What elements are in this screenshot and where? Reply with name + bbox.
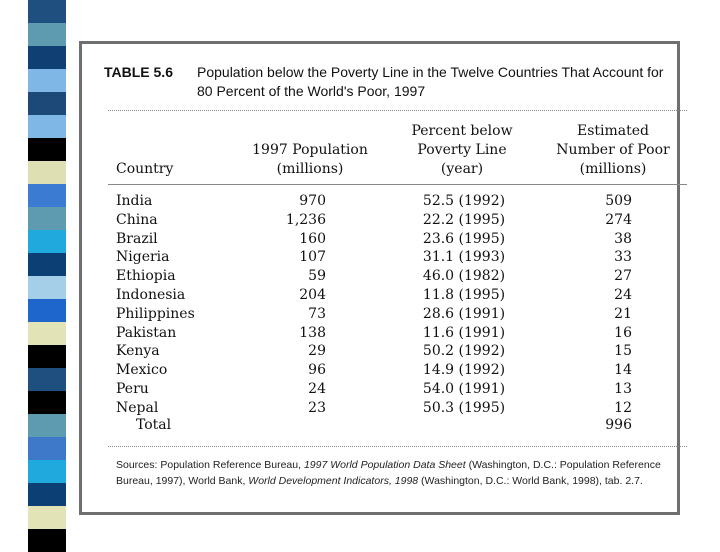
- stripe-block: [28, 345, 66, 368]
- stripe-block: [28, 184, 66, 207]
- stripe-block: [28, 529, 66, 552]
- percent-cell: 52.5 (1992): [422, 193, 506, 209]
- header-population: 1997 Population (millions): [252, 142, 368, 177]
- stripe-block: [28, 0, 66, 23]
- percent-cell: 46.0 (1982): [422, 268, 506, 285]
- stripe-block: [28, 322, 66, 345]
- poor-cell: 509: [605, 193, 632, 209]
- percent-cell: 22.2 (1995): [422, 211, 506, 228]
- stripe-block: [28, 506, 66, 529]
- sources-note: Sources: Population Reference Bureau, 19…: [116, 459, 661, 487]
- country-cell: Mexico: [116, 362, 168, 379]
- total-poor: 996: [605, 417, 632, 433]
- stripe-block: [28, 23, 66, 46]
- poor-cell: 27: [614, 268, 632, 285]
- population-cell: 59: [308, 268, 326, 285]
- total-label: Total: [136, 417, 172, 433]
- country-cell: China: [116, 211, 158, 228]
- country-cell: Nigeria: [116, 249, 170, 266]
- poor-cell: 13: [614, 381, 632, 397]
- poor-cell: 38: [614, 230, 632, 247]
- table-number: TABLE 5.6: [104, 64, 173, 80]
- source-title-1: 1997 World Population Data Sheet: [303, 459, 466, 471]
- country-cell: Kenya: [116, 343, 160, 360]
- stripe-block: [28, 368, 66, 391]
- country-cell: India: [116, 193, 153, 209]
- header-percent: Percent below Poverty Line (year): [411, 123, 513, 177]
- stripe-block: [28, 414, 66, 437]
- poor-cell: 33: [614, 249, 632, 266]
- population-cell: 138: [299, 324, 326, 341]
- percent-cell: 28.6 (1991): [422, 305, 506, 322]
- percent-cell: 14.9 (1992): [422, 362, 506, 379]
- country-cell: Pakistan: [116, 324, 177, 341]
- country-cell: Ethiopia: [116, 268, 176, 285]
- stripe-block: [28, 46, 66, 69]
- stripe-block: [28, 276, 66, 299]
- population-cell: 204: [299, 287, 326, 303]
- header-poor: Estimated Number of Poor (millions): [556, 123, 670, 177]
- population-cell: 1,236: [285, 211, 326, 228]
- stripe-block: [28, 437, 66, 460]
- poor-cell: 24: [614, 287, 632, 303]
- poor-cell: 21: [614, 305, 632, 322]
- percent-cell: 23.6 (1995): [422, 230, 506, 247]
- stripe-block: [28, 299, 66, 322]
- stripe-block: [28, 483, 66, 506]
- stripe-block: [28, 207, 66, 230]
- decorative-stripe: [28, 0, 66, 552]
- percent-cell: 50.2 (1992): [422, 343, 506, 360]
- population-cell: 160: [299, 230, 326, 247]
- stripe-block: [28, 253, 66, 276]
- header-country: Country: [116, 161, 174, 177]
- country-cell: Nepal: [116, 399, 159, 416]
- stripe-block: [28, 460, 66, 483]
- population-cell: 107: [299, 249, 326, 266]
- country-cell: Brazil: [116, 230, 158, 247]
- stripe-block: [28, 230, 66, 253]
- stripe-block: [28, 161, 66, 184]
- table-title: Population below the Poverty Line in the…: [197, 64, 664, 99]
- percent-cell: 31.1 (1993): [422, 249, 506, 266]
- poor-cell: 14: [614, 362, 632, 379]
- percent-cell: 11.6 (1991): [422, 324, 506, 341]
- stripe-block: [28, 138, 66, 161]
- country-cell: Peru: [116, 381, 149, 397]
- stripe-block: [28, 115, 66, 138]
- poor-cell: 12: [614, 399, 632, 416]
- percent-cell: 11.8 (1995): [422, 287, 506, 303]
- country-cell: Indonesia: [116, 287, 186, 303]
- population-cell: 24: [308, 381, 326, 397]
- title-rule: [108, 110, 687, 111]
- population-cell: 96: [308, 362, 326, 379]
- poor-cell: 16: [614, 324, 632, 341]
- population-cell: 23: [308, 399, 326, 416]
- population-cell: 29: [308, 343, 326, 360]
- slide-frame: [79, 41, 680, 515]
- stripe-block: [28, 92, 66, 115]
- source-title-2: World Development Indicators, 1998: [248, 474, 419, 487]
- poor-cell: 274: [605, 211, 632, 228]
- country-cell: Philippines: [116, 305, 195, 322]
- footer-rule: [108, 446, 687, 447]
- population-cell: 73: [308, 305, 326, 322]
- percent-cell: 50.3 (1995): [422, 399, 506, 416]
- percent-cell: 54.0 (1991): [422, 381, 506, 397]
- poor-cell: 15: [614, 343, 632, 360]
- header-rule: [108, 184, 687, 185]
- population-cell: 970: [299, 193, 326, 209]
- stripe-block: [28, 391, 66, 414]
- stripe-block: [28, 69, 66, 92]
